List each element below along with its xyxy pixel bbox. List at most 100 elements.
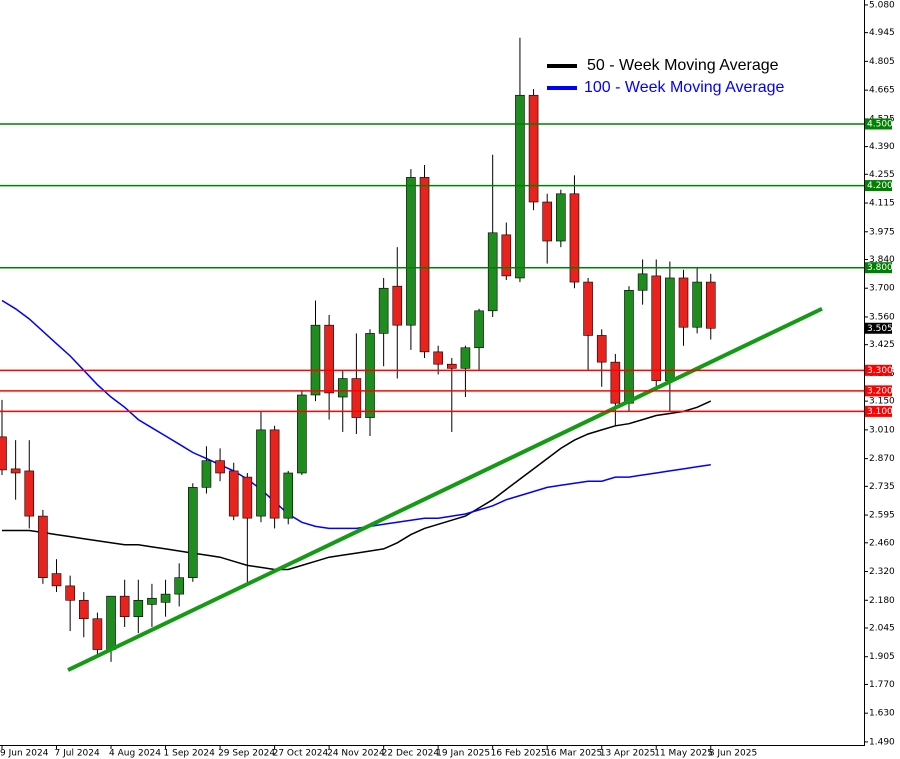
y-tick-label: 4.255 [869, 170, 895, 180]
candle-body [678, 277, 689, 328]
candle-body [215, 460, 225, 474]
y-tick-label: 3.975 [869, 227, 895, 237]
candle-body [392, 285, 403, 326]
candle-body [569, 193, 580, 283]
candle-body [51, 573, 62, 587]
y-tick-label: 4.115 [869, 199, 895, 209]
x-tick-label: 1 Sep 2024 [164, 749, 216, 759]
y-tick-label: 4.390 [869, 142, 895, 152]
candle-body [297, 394, 307, 474]
last-price-label: 3.505 [867, 324, 893, 334]
candle-body [474, 310, 484, 349]
x-tick-label: 4 Aug 2024 [109, 749, 161, 759]
candle-body [419, 177, 430, 353]
candle-body [78, 599, 89, 620]
candle-body [624, 289, 634, 404]
candle-body [515, 94, 525, 279]
last-price-box [865, 322, 892, 334]
candle-body [460, 347, 471, 369]
y-tick-label: 3.425 [869, 340, 895, 350]
candle-body [337, 378, 348, 398]
y-tick-label: 1.630 [869, 709, 895, 719]
y-tick-label: 3.560 [869, 312, 895, 322]
candle-body [38, 515, 48, 578]
candle-body [365, 333, 375, 418]
level-label: 4.500 [867, 119, 893, 129]
y-tick-label: 3.010 [869, 425, 895, 435]
y-tick-label: 2.180 [869, 596, 895, 606]
candle-body [705, 281, 716, 329]
y-tick-label: 2.595 [869, 511, 895, 521]
candle-body [147, 597, 157, 605]
candle-body [133, 599, 144, 617]
y-tick-label: 3.700 [869, 284, 895, 294]
candle-body [324, 324, 334, 394]
candle-body [692, 281, 702, 328]
candle-body [0, 436, 7, 471]
candle-body [10, 468, 21, 474]
x-tick-label: 9 Jun 2024 [0, 749, 49, 759]
level-label-box [865, 118, 892, 130]
level-label-box [865, 180, 892, 192]
y-tick-label: 5.080 [869, 0, 895, 10]
legend-label: 50 - Week Moving Average [587, 57, 779, 74]
y-tick-label: 1.490 [869, 737, 895, 747]
moving-average-line [2, 400, 712, 571]
x-tick-label: 13 Apr 2025 [600, 749, 656, 759]
level-label: 3.100 [867, 407, 893, 417]
level-label-box [865, 385, 892, 397]
candle-body [556, 193, 566, 242]
candle-body [378, 287, 389, 334]
x-tick-label: 19 Jan 2025 [436, 749, 490, 759]
candle-body [310, 324, 321, 396]
x-tick-label: 16 Feb 2025 [491, 749, 547, 759]
candle-body [283, 472, 294, 519]
candle-body [406, 177, 416, 326]
candle-body [610, 361, 621, 404]
level-label-box [865, 405, 892, 417]
x-tick-label: 27 Oct 2024 [273, 749, 329, 759]
candle-body [637, 273, 648, 291]
level-label: 4.200 [867, 181, 893, 191]
candle-body [665, 277, 675, 381]
moving-average-line [1, 299, 711, 530]
candle-body [174, 577, 184, 595]
level-label-box [865, 262, 892, 274]
candle-body [188, 487, 198, 578]
candle-body [160, 593, 171, 603]
candle-body [351, 378, 362, 418]
x-tick-label: 11 May 2025 [654, 749, 713, 759]
y-tick-label: 4.945 [869, 28, 895, 38]
y-tick-label: 2.870 [869, 454, 895, 464]
candle-body [269, 429, 280, 519]
level-label: 3.800 [867, 263, 893, 273]
y-tick-label: 3.150 [869, 397, 895, 407]
level-label: 3.200 [867, 386, 893, 396]
candle-body [65, 585, 75, 601]
legend-label: 100 - Week Moving Average [584, 79, 785, 96]
y-tick-label: 1.905 [869, 652, 895, 662]
candle-body [119, 595, 130, 617]
x-tick-label: 29 Sep 2024 [218, 749, 275, 759]
y-tick-label: 1.770 [869, 680, 895, 690]
x-tick-label: 7 Jul 2024 [55, 749, 100, 759]
x-tick-label: 22 Dec 2024 [382, 749, 440, 759]
candle-body [528, 94, 539, 203]
x-tick-label: 24 Nov 2024 [327, 749, 385, 759]
candle-body [542, 201, 553, 242]
candle-body [433, 351, 443, 365]
candle-body [446, 363, 457, 369]
candle-body [596, 335, 607, 363]
y-tick-label: 2.460 [869, 538, 895, 548]
y-tick-label: 4.665 [869, 86, 895, 96]
y-tick-label: 2.045 [869, 623, 895, 633]
candle-body [201, 460, 212, 488]
candle-body [242, 476, 253, 519]
candle-body [487, 232, 498, 312]
x-tick-label: 8 Jun 2025 [709, 749, 757, 759]
candle-body [24, 470, 35, 517]
trendline [67, 306, 823, 672]
y-tick-label: 2.735 [869, 482, 895, 492]
candle-body [92, 618, 103, 650]
